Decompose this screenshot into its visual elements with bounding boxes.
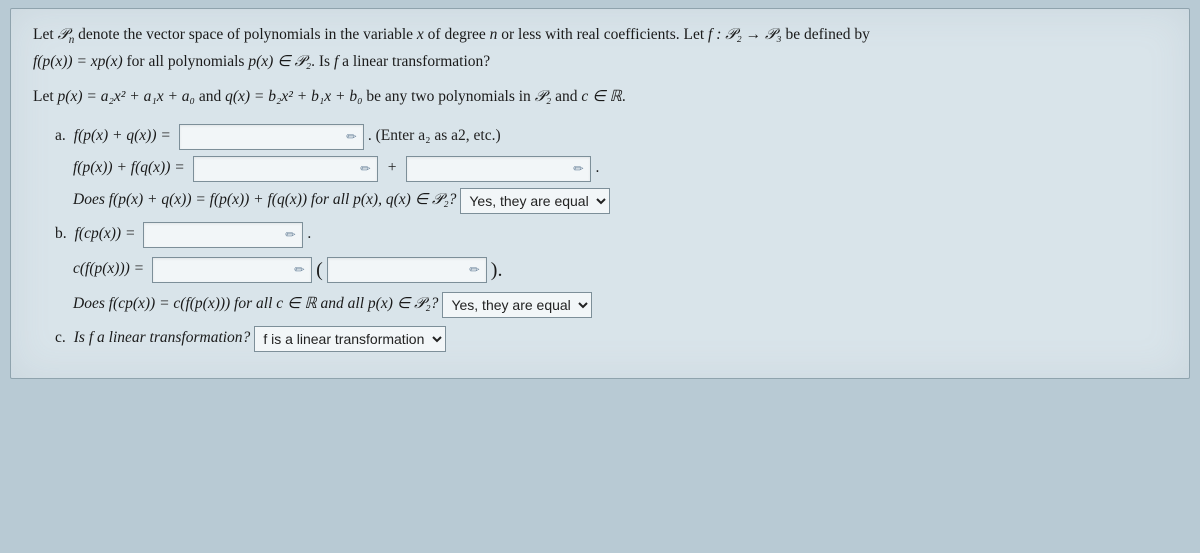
select-a[interactable]: Yes, they are equal (460, 188, 610, 214)
pencil-icon: ✎ (341, 126, 362, 147)
part-b-question: Does f(cp(x)) = c(f(p(x))) for all c ∈ ℝ… (73, 292, 438, 317)
part-b-row2: c(f(p(x))) = ✎ ( ✎ ). (73, 254, 1167, 286)
sym-cR: c ∈ ℝ (581, 88, 621, 105)
part-a-lhs2: f(p(x)) + f(q(x)) = (73, 156, 185, 181)
dot: . (307, 222, 311, 247)
pencil-icon: ✎ (281, 224, 302, 245)
sym-Pn: 𝒫n (58, 26, 75, 43)
intro-text: a linear transformation? (338, 53, 490, 70)
intro-text: of degree (424, 26, 490, 43)
intro-text: denote the vector space of polynomials i… (74, 26, 417, 43)
setup-text: and (551, 88, 581, 105)
part-b-lhs1: f(cp(x)) = (75, 222, 136, 247)
pencil-icon: ✎ (290, 259, 311, 280)
pmem: p(x) ∈ 𝒫₂ (248, 53, 311, 70)
dot: . (595, 156, 599, 181)
input-b2[interactable]: ✎ (152, 257, 312, 283)
intro-text: be defined by (782, 26, 870, 43)
setup-text: and (195, 88, 225, 105)
pdef: p(x) = a₂x² + a₁x + a₀ (58, 88, 195, 105)
rparen: ). (491, 254, 503, 286)
input-b3[interactable]: ✎ (327, 257, 487, 283)
select-c[interactable]: f is a linear transformation (254, 326, 446, 352)
setup-text: Let (33, 88, 58, 105)
part-a-lhs1: f(p(x) + q(x)) = (74, 124, 171, 149)
pencil-icon: ✎ (569, 158, 590, 179)
intro-text: or less with real coefficients. Let (497, 26, 708, 43)
part-b-row1: b. f(cp(x)) = ✎ . (55, 222, 1167, 248)
qdef: q(x) = b₂x² + b₁x + b₀ (225, 88, 362, 105)
part-b-lhs2: c(f(p(x))) = (73, 257, 144, 282)
intro-paragraph: Let 𝒫n denote the vector space of polyno… (33, 23, 1167, 75)
input-a3[interactable]: ✎ (406, 156, 591, 182)
pencil-icon: ✎ (464, 259, 485, 280)
part-a-letter: a. (55, 124, 66, 149)
setup-text: be any two polynomials in (362, 88, 534, 105)
sym-P2: 𝒫₂ (535, 88, 552, 105)
question-sheet: Let 𝒫n denote the vector space of polyno… (10, 8, 1190, 379)
part-c: c. Is f a linear transformation? f is a … (55, 326, 1167, 352)
input-b1[interactable]: ✎ (143, 222, 303, 248)
setup-text: . (622, 88, 626, 105)
setup-paragraph: Let p(x) = a₂x² + a₁x + a₀ and q(x) = b₂… (33, 85, 1167, 110)
part-b-letter: b. (55, 222, 67, 247)
part-a-question: Does f(p(x) + q(x)) = f(p(x)) + f(q(x)) … (73, 188, 456, 213)
fdef: f(p(x)) = xp(x) (33, 53, 123, 70)
select-b[interactable]: Yes, they are equal (442, 292, 592, 318)
part-c-row: c. Is f a linear transformation? f is a … (55, 326, 1167, 352)
input-a1[interactable]: ✎ (179, 124, 364, 150)
part-a-row2: f(p(x)) + f(q(x)) = ✎ + ✎ . (73, 156, 1167, 182)
map-def: f : 𝒫₂ → 𝒫₃ (708, 26, 782, 43)
part-c-question: Is f a linear transformation? (74, 326, 251, 351)
input-a2[interactable]: ✎ (193, 156, 378, 182)
sym-x: x (417, 26, 424, 43)
part-c-letter: c. (55, 326, 66, 351)
part-b: b. f(cp(x)) = ✎ . c(f(p(x))) = ✎ ( ✎ ). … (55, 222, 1167, 318)
part-b-row3: Does f(cp(x)) = c(f(p(x))) for all c ∈ ℝ… (73, 292, 1167, 318)
part-a-hint: . (Enter a₂ as a2, etc.) (368, 124, 501, 149)
part-a-row3: Does f(p(x) + q(x)) = f(p(x)) + f(q(x)) … (73, 188, 1167, 214)
part-a-row1: a. f(p(x) + q(x)) = ✎ . (Enter a₂ as a2,… (55, 124, 1167, 150)
intro-text: Let (33, 26, 58, 43)
part-a: a. f(p(x) + q(x)) = ✎ . (Enter a₂ as a2,… (55, 124, 1167, 214)
lparen: ( (316, 254, 323, 286)
intro-text: . Is (311, 53, 334, 70)
pencil-icon: ✎ (355, 158, 376, 179)
intro-text: for all polynomials (123, 53, 249, 70)
plus-sign: + (382, 156, 403, 181)
